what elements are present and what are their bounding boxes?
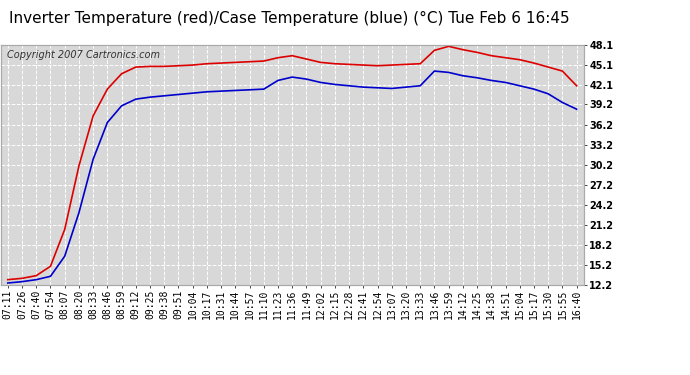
Text: Copyright 2007 Cartronics.com: Copyright 2007 Cartronics.com bbox=[6, 50, 159, 60]
Text: Inverter Temperature (red)/Case Temperature (blue) (°C) Tue Feb 6 16:45: Inverter Temperature (red)/Case Temperat… bbox=[10, 11, 570, 26]
